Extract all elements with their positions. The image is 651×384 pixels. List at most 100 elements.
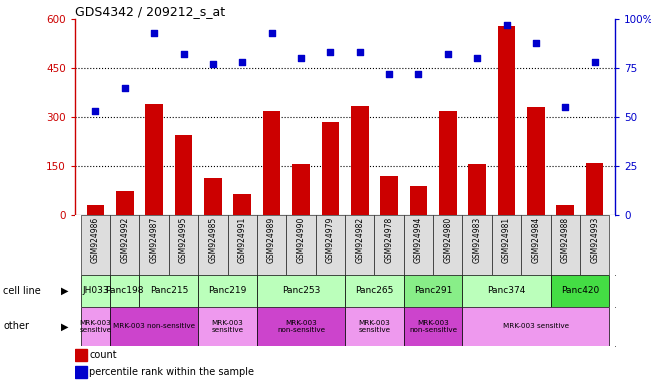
Bar xyxy=(228,215,257,275)
Point xyxy=(237,59,247,65)
Bar xyxy=(374,215,404,275)
Text: GSM924984: GSM924984 xyxy=(531,217,540,263)
Text: GSM924986: GSM924986 xyxy=(91,217,100,263)
Bar xyxy=(345,275,404,307)
Bar xyxy=(81,275,110,307)
Text: Panc219: Panc219 xyxy=(208,286,247,295)
Point xyxy=(355,50,365,56)
Text: GSM924995: GSM924995 xyxy=(179,217,188,263)
Text: GSM924981: GSM924981 xyxy=(502,217,511,263)
Point xyxy=(560,104,570,111)
Text: GSM924991: GSM924991 xyxy=(238,217,247,263)
Point xyxy=(325,50,335,56)
Point xyxy=(501,22,512,28)
Text: GSM924992: GSM924992 xyxy=(120,217,130,263)
Bar xyxy=(521,215,551,275)
Point xyxy=(472,55,482,61)
Text: GSM924993: GSM924993 xyxy=(590,217,599,263)
Text: MRK-003
sensitive: MRK-003 sensitive xyxy=(79,320,111,333)
Bar xyxy=(257,307,345,346)
Bar xyxy=(439,111,456,215)
Point xyxy=(120,85,130,91)
Text: cell line: cell line xyxy=(3,286,41,296)
Text: GSM924987: GSM924987 xyxy=(150,217,159,263)
Text: MRK-003
sensitive: MRK-003 sensitive xyxy=(358,320,391,333)
Bar xyxy=(145,104,163,215)
Bar xyxy=(204,177,222,215)
Bar xyxy=(263,111,281,215)
Bar xyxy=(174,135,192,215)
Text: GSM924989: GSM924989 xyxy=(267,217,276,263)
Bar xyxy=(198,215,228,275)
Bar xyxy=(580,215,609,275)
Bar xyxy=(498,26,516,215)
Text: GSM924990: GSM924990 xyxy=(296,217,305,263)
Point xyxy=(531,40,541,46)
Text: MRK-003 sensitive: MRK-003 sensitive xyxy=(503,323,569,329)
Point xyxy=(589,59,600,65)
Bar xyxy=(81,215,110,275)
Text: count: count xyxy=(89,350,117,360)
Text: MRK-003
non-sensitive: MRK-003 non-sensitive xyxy=(277,320,325,333)
Point xyxy=(149,30,159,36)
Bar xyxy=(404,215,433,275)
Bar xyxy=(404,275,462,307)
Text: Panc198: Panc198 xyxy=(105,286,144,295)
Point xyxy=(413,71,424,77)
Point xyxy=(208,61,218,67)
Bar xyxy=(257,275,345,307)
Bar xyxy=(116,190,133,215)
Bar xyxy=(75,366,87,379)
Text: Panc215: Panc215 xyxy=(150,286,188,295)
Bar xyxy=(81,307,110,346)
Point xyxy=(266,30,277,36)
Bar xyxy=(234,194,251,215)
Bar xyxy=(380,176,398,215)
Text: MRK-003 non-sensitive: MRK-003 non-sensitive xyxy=(113,323,195,329)
Text: Panc420: Panc420 xyxy=(561,286,599,295)
Point xyxy=(178,51,189,58)
Bar xyxy=(316,215,345,275)
Bar xyxy=(139,215,169,275)
Text: MRK-003
non-sensitive: MRK-003 non-sensitive xyxy=(409,320,457,333)
Text: GSM924988: GSM924988 xyxy=(561,217,570,263)
Text: GSM924979: GSM924979 xyxy=(326,217,335,263)
Bar xyxy=(462,215,492,275)
Bar xyxy=(404,307,462,346)
Bar xyxy=(322,122,339,215)
Text: GSM924983: GSM924983 xyxy=(473,217,482,263)
Bar xyxy=(139,275,198,307)
Text: GSM924980: GSM924980 xyxy=(443,217,452,263)
Text: Panc265: Panc265 xyxy=(355,286,394,295)
Bar xyxy=(110,215,139,275)
Bar xyxy=(462,307,609,346)
Bar xyxy=(169,215,198,275)
Point xyxy=(296,55,306,61)
Bar xyxy=(551,275,609,307)
Text: ▶: ▶ xyxy=(61,321,68,331)
Text: GSM924985: GSM924985 xyxy=(208,217,217,263)
Bar xyxy=(468,164,486,215)
Bar xyxy=(551,215,580,275)
Bar xyxy=(198,275,257,307)
Bar xyxy=(345,215,374,275)
Text: other: other xyxy=(3,321,29,331)
Bar xyxy=(87,205,104,215)
Text: GSM924978: GSM924978 xyxy=(385,217,394,263)
Text: Panc253: Panc253 xyxy=(282,286,320,295)
Text: GDS4342 / 209212_s_at: GDS4342 / 209212_s_at xyxy=(75,5,225,18)
Bar xyxy=(75,349,87,361)
Bar xyxy=(586,163,603,215)
Bar xyxy=(110,307,198,346)
Text: percentile rank within the sample: percentile rank within the sample xyxy=(89,367,255,377)
Bar xyxy=(198,307,257,346)
Text: GSM924994: GSM924994 xyxy=(414,217,423,263)
Point xyxy=(443,51,453,58)
Point xyxy=(384,71,395,77)
Point xyxy=(90,108,101,114)
Bar xyxy=(345,307,404,346)
Bar xyxy=(286,215,316,275)
Bar xyxy=(462,275,551,307)
Bar xyxy=(292,164,310,215)
Bar xyxy=(492,215,521,275)
